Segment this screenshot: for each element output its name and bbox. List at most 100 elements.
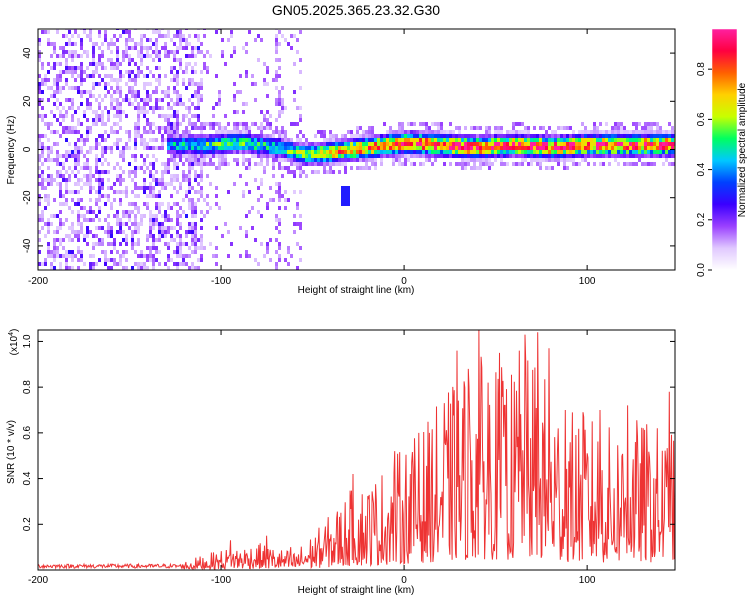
spectrogram-cell — [98, 182, 101, 186]
spectrogram-cell — [311, 150, 314, 154]
spectrogram-cell — [431, 122, 434, 126]
spectrogram-cell — [506, 146, 509, 150]
spectrogram-cell — [554, 150, 557, 154]
spectrogram-cell — [272, 166, 275, 170]
spectrogram-cell — [656, 126, 659, 130]
spectrogram-cell — [65, 50, 68, 54]
spectrogram-cell — [593, 154, 596, 158]
spectrogram-cell — [149, 254, 152, 258]
spectrogram-cell — [56, 230, 59, 234]
spectrogram-cell — [86, 230, 89, 234]
spectrogram-cell — [194, 206, 197, 210]
spectrogram-cell — [149, 98, 152, 102]
spectrogram-cell — [224, 134, 227, 138]
spectrogram-cell — [173, 42, 176, 46]
spectrogram-cell — [218, 158, 221, 162]
spectrogram-cell — [188, 198, 191, 202]
spectrogram-cell — [53, 102, 56, 106]
spectrogram-cell — [83, 142, 86, 146]
spectrogram-cell — [188, 190, 191, 194]
spectrogram-cell — [170, 134, 173, 138]
spectrogram-cell — [491, 150, 494, 154]
spectrogram-cell — [200, 258, 203, 262]
spectrogram-cell — [143, 34, 146, 38]
spectrogram-cell — [203, 134, 206, 138]
spectrogram-cell — [143, 262, 146, 266]
spectrogram-cell — [509, 146, 512, 150]
spectrogram-cell — [158, 234, 161, 238]
spectrogram-cell — [590, 134, 593, 138]
spectrogram-cell — [605, 134, 608, 138]
spectrogram-cell — [347, 186, 350, 190]
spectrogram-cell — [188, 146, 191, 150]
spectrogram-cell — [143, 202, 146, 206]
spectrogram-cell — [173, 34, 176, 38]
spectrogram-cell — [461, 138, 464, 142]
spectrogram-cell — [608, 162, 611, 166]
spectrogram-cell — [662, 142, 665, 146]
spectrogram-cell — [203, 154, 206, 158]
spectrogram-cell — [50, 174, 53, 178]
spectrogram-cell — [341, 134, 344, 138]
spectrogram-cell — [179, 150, 182, 154]
spectrogram-cell — [92, 246, 95, 250]
spectrogram-cell — [590, 138, 593, 142]
spectrogram-cell — [137, 42, 140, 46]
spectrogram-cell — [605, 130, 608, 134]
spectrogram-cell — [161, 162, 164, 166]
spectrogram-cell — [47, 194, 50, 198]
spectrogram-cell — [464, 146, 467, 150]
spectrogram-cell — [80, 178, 83, 182]
spectrogram-cell — [449, 146, 452, 150]
spectrogram-cell — [668, 154, 671, 158]
spectrogram-cell — [173, 142, 176, 146]
spectrogram-cell — [344, 158, 347, 162]
spectrogram-cell — [377, 146, 380, 150]
spectrogram-cell — [521, 142, 524, 146]
spectrogram-cell — [53, 46, 56, 50]
spectrogram-cell — [170, 98, 173, 102]
spectrogram-cell — [278, 90, 281, 94]
spectrogram-cell — [86, 118, 89, 122]
spectrogram-cell — [191, 114, 194, 118]
spectrogram-cell — [176, 218, 179, 222]
spectrogram-cell — [89, 186, 92, 190]
spectrogram-cell — [632, 138, 635, 142]
spectrogram-cell — [200, 186, 203, 190]
spectrogram-cell — [146, 186, 149, 190]
spectrogram-cell — [440, 130, 443, 134]
spectrogram-cell — [113, 106, 116, 110]
spectrogram-cell — [284, 146, 287, 150]
spectrogram-cell — [509, 130, 512, 134]
spectrogram-cell — [209, 158, 212, 162]
spectrogram-cell — [197, 258, 200, 262]
spectrogram-cell — [620, 142, 623, 146]
spectrogram-cell — [119, 258, 122, 262]
spectrogram-cell — [560, 154, 563, 158]
spectrogram-cell — [338, 146, 341, 150]
spectrogram-cell — [638, 138, 641, 142]
spectrogram-cell — [50, 254, 53, 258]
spectrogram-cell — [65, 198, 68, 202]
spectrogram-cell — [248, 162, 251, 166]
spectrogram-cell — [128, 62, 131, 66]
spectrogram-cell — [299, 154, 302, 158]
spectrogram-cell — [176, 214, 179, 218]
spectrogram-cell — [434, 146, 437, 150]
spectrogram-cell — [644, 130, 647, 134]
spectrogram-cell — [344, 154, 347, 158]
spectrogram-cell — [293, 90, 296, 94]
spectrogram-cell — [350, 142, 353, 146]
spectrogram-cell — [98, 94, 101, 98]
spectrogram-cell — [347, 130, 350, 134]
spectrogram-cell — [581, 142, 584, 146]
spectrogram-cell — [335, 154, 338, 158]
spectrogram-cell — [158, 34, 161, 38]
spectrogram-cell — [359, 154, 362, 158]
spectrogram-cell — [533, 158, 536, 162]
spectrogram-cell — [137, 102, 140, 106]
spectrogram-cell — [179, 62, 182, 66]
spectrogram-cell — [569, 142, 572, 146]
spectrogram-cell — [476, 146, 479, 150]
spectrogram-cell — [275, 154, 278, 158]
